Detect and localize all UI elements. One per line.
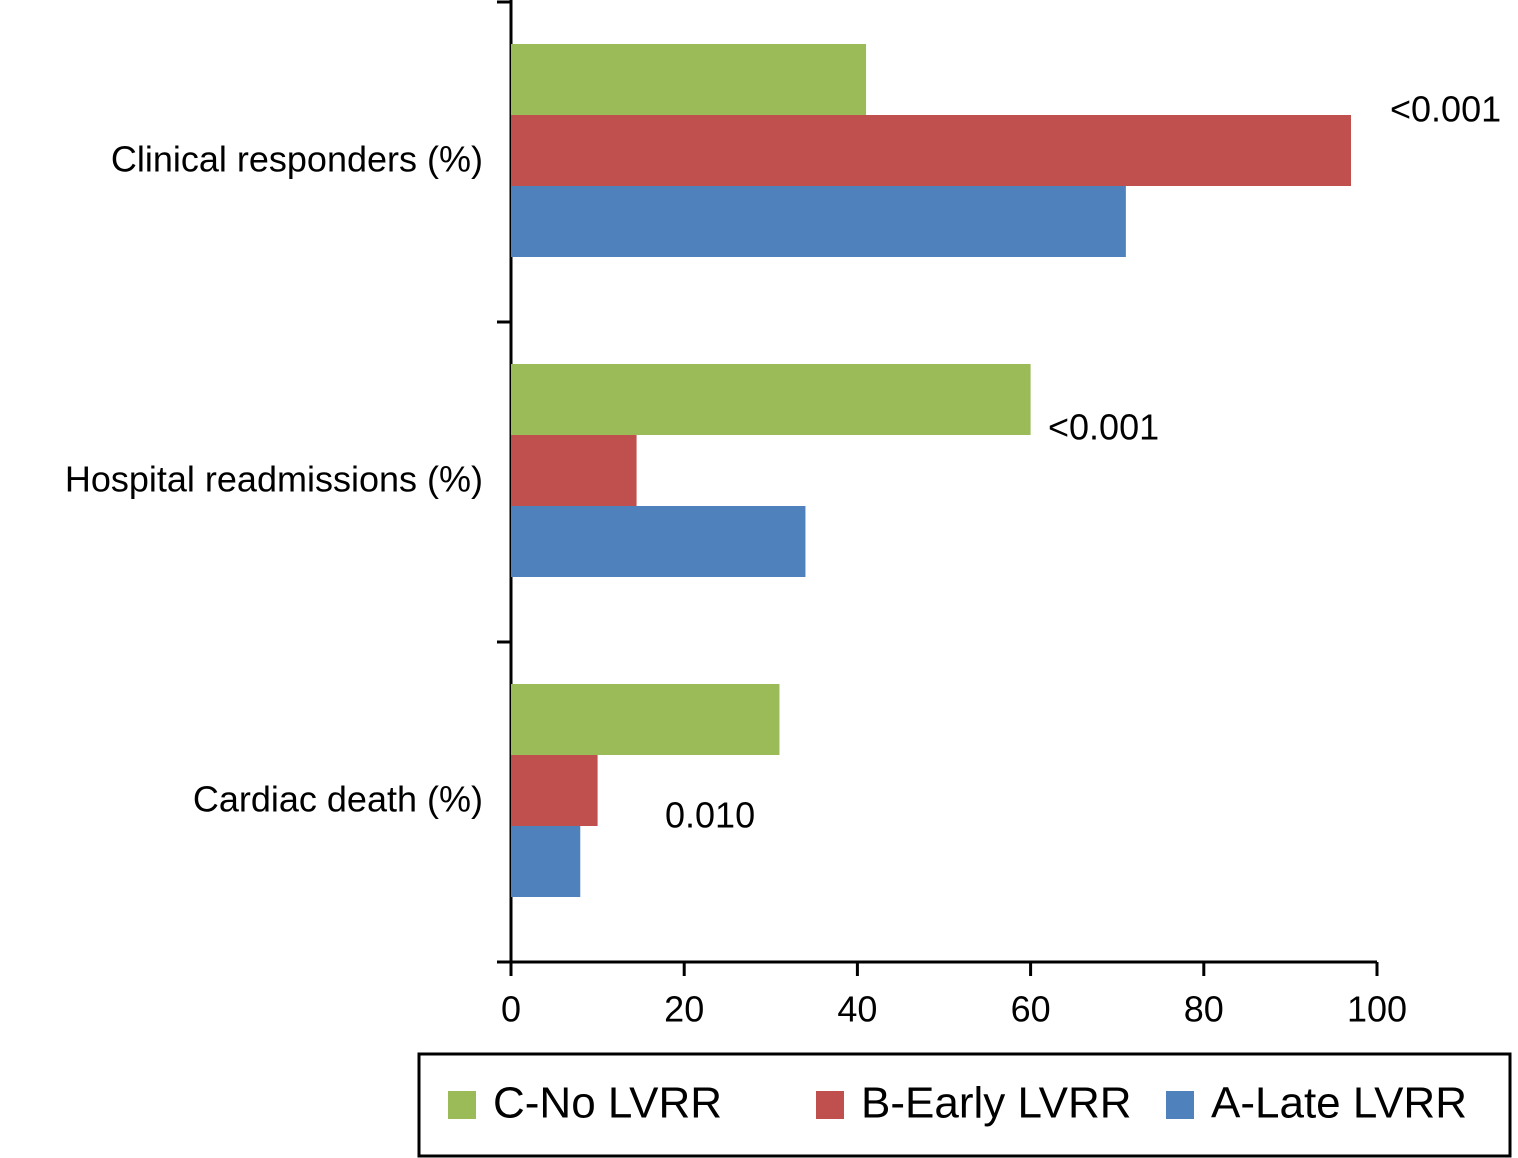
category-label: Hospital readmissions (%) [65,459,483,500]
bar [511,435,637,506]
p-value-label: <0.001 [1390,89,1501,130]
x-tick-label: 0 [501,989,521,1030]
bar [511,684,780,755]
bar [511,44,867,115]
category-label: Cardiac death (%) [193,779,483,820]
x-tick-label: 20 [664,989,704,1030]
x-tick-label: 80 [1184,989,1224,1030]
p-value-label: <0.001 [1048,407,1159,448]
category-label: Clinical responders (%) [111,139,483,180]
legend-swatch [816,1091,844,1119]
legend-box [417,1052,1512,1158]
x-tick-label: 60 [1011,989,1051,1030]
legend-swatch [448,1091,476,1119]
p-value-label: 0.010 [665,795,755,836]
x-tick-label: 40 [837,989,877,1030]
bar [511,826,581,897]
bar [511,186,1126,257]
bar [511,755,598,826]
legend-label: B-Early LVRR [861,1079,1132,1128]
legend-label: C-No LVRR [493,1079,722,1128]
bar [511,115,1352,186]
legend-swatch [1166,1091,1194,1119]
bar [511,364,1031,435]
x-tick-label: 100 [1347,989,1407,1030]
legend-label: A-Late LVRR [1211,1079,1467,1128]
bar [511,506,806,577]
